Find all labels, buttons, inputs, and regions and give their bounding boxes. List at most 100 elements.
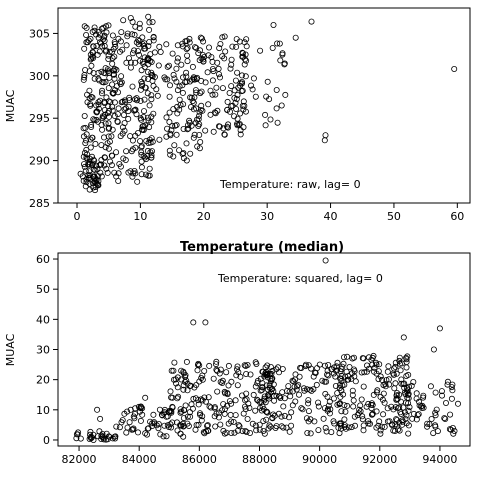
scatter-point bbox=[249, 86, 256, 93]
scatter-point bbox=[183, 69, 190, 76]
scatter-point bbox=[144, 90, 151, 97]
scatter-point bbox=[450, 430, 457, 437]
scatter-point bbox=[413, 390, 420, 397]
scatter-point bbox=[86, 168, 93, 175]
scatter-point bbox=[223, 369, 230, 376]
scatter-point bbox=[108, 162, 115, 169]
scatter-point bbox=[410, 410, 417, 417]
scatter-point bbox=[276, 393, 283, 400]
scatter-point bbox=[134, 429, 141, 436]
scatter-point bbox=[138, 143, 145, 150]
scatter-point bbox=[197, 90, 204, 97]
scatter-point bbox=[150, 33, 157, 40]
scatter-point bbox=[230, 418, 237, 425]
scatter-point bbox=[109, 107, 116, 114]
scatter-point bbox=[155, 62, 162, 69]
scatter-point bbox=[137, 403, 144, 410]
scatter-point bbox=[131, 47, 138, 54]
scatter-point bbox=[328, 429, 335, 436]
scatter-point bbox=[169, 50, 176, 57]
scatter-point bbox=[219, 377, 226, 384]
scatter-point bbox=[322, 132, 329, 139]
scatter-point bbox=[266, 422, 273, 429]
scatter-point bbox=[321, 137, 328, 144]
scatter-point bbox=[252, 383, 259, 390]
scatter-point bbox=[270, 21, 277, 28]
scatter-point bbox=[369, 410, 376, 417]
scatter-point bbox=[253, 360, 260, 367]
scatter-point bbox=[174, 427, 181, 434]
scatter-point bbox=[263, 416, 270, 423]
scatter-point bbox=[113, 149, 120, 156]
scatter-point bbox=[234, 92, 241, 99]
scatter-point bbox=[293, 386, 300, 393]
scatter-point bbox=[438, 392, 445, 399]
scatter-point bbox=[386, 381, 393, 388]
scatter-point bbox=[377, 427, 384, 434]
scatter-point bbox=[350, 397, 357, 404]
scatter-point bbox=[242, 362, 249, 369]
scatter-point bbox=[249, 420, 256, 427]
scatter-point bbox=[132, 106, 139, 113]
scatter-point bbox=[334, 359, 341, 366]
scatter-point bbox=[257, 47, 264, 54]
scatter-point bbox=[373, 408, 380, 415]
scatter-point bbox=[228, 378, 235, 385]
scatter-point bbox=[145, 13, 152, 20]
x-tick-label: 94000 bbox=[422, 453, 457, 466]
scatter-point bbox=[420, 394, 427, 401]
scatter-point bbox=[135, 37, 142, 44]
scatter-point bbox=[138, 151, 145, 158]
scatter-point bbox=[401, 389, 408, 396]
scatter-point bbox=[359, 416, 366, 423]
scatter-point bbox=[196, 57, 203, 64]
y-tick-label: 60 bbox=[36, 253, 50, 266]
scatter-point bbox=[88, 62, 95, 69]
scatter-point bbox=[173, 131, 180, 138]
scatter-point bbox=[195, 401, 202, 408]
scatter-point bbox=[110, 90, 117, 97]
scatter-point bbox=[172, 376, 179, 383]
scatter-point bbox=[193, 89, 200, 96]
scatter-point bbox=[90, 431, 97, 438]
scatter-point bbox=[162, 76, 169, 83]
scatter-point bbox=[376, 418, 383, 425]
scatter-point bbox=[184, 413, 191, 420]
scatter-point bbox=[198, 35, 205, 42]
scatter-point bbox=[138, 171, 145, 178]
scatter-point bbox=[377, 430, 384, 437]
x-tick-label: 40 bbox=[324, 210, 338, 223]
scatter-point bbox=[234, 115, 241, 122]
scatter-point bbox=[100, 79, 107, 86]
scatter-point bbox=[220, 125, 227, 132]
scatter-point bbox=[397, 367, 404, 374]
scatter-point bbox=[365, 365, 372, 372]
scatter-point bbox=[212, 91, 219, 98]
scatter-point bbox=[166, 147, 173, 154]
scatter-point bbox=[195, 113, 202, 120]
scatter-point bbox=[215, 414, 222, 421]
scatter-point bbox=[222, 390, 229, 397]
scatter-point bbox=[393, 370, 400, 377]
scatter-point bbox=[298, 405, 305, 412]
scatter-point bbox=[222, 48, 229, 55]
scatter-point bbox=[98, 161, 105, 168]
scatter-point bbox=[142, 394, 149, 401]
scatter-point bbox=[232, 412, 239, 419]
scatter-point bbox=[233, 106, 240, 113]
scatter-point bbox=[401, 409, 408, 416]
scatter-point bbox=[81, 161, 88, 168]
axes: 0 10 20 30 40 50 60 285 290 295 300 305 bbox=[29, 27, 464, 223]
scatter-point bbox=[101, 134, 108, 141]
scatter-point bbox=[84, 91, 91, 98]
scatter-point bbox=[188, 401, 195, 408]
scatter-point bbox=[174, 110, 181, 117]
scatter-point bbox=[351, 422, 358, 429]
x-tick-label: 82000 bbox=[62, 453, 97, 466]
scatter-point bbox=[160, 410, 167, 417]
scatter-point bbox=[321, 362, 328, 369]
scatter-point bbox=[119, 417, 126, 424]
scatter-point bbox=[105, 145, 112, 152]
scatter-point bbox=[95, 34, 102, 41]
scatter-point bbox=[207, 404, 214, 411]
